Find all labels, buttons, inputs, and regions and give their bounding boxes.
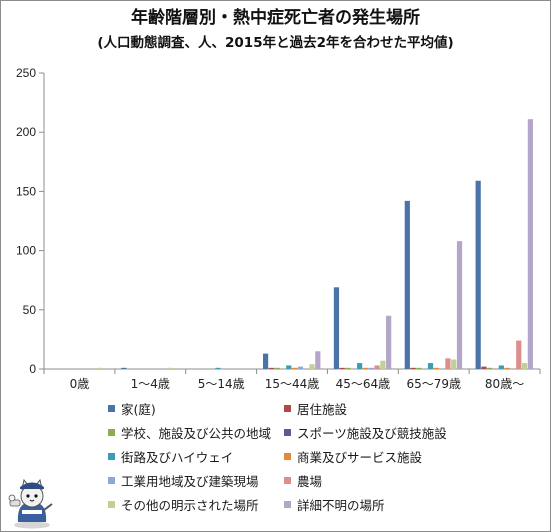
bar <box>504 367 510 369</box>
legend-label: その他の明示された場所 <box>121 497 259 513</box>
bar <box>374 365 380 369</box>
legend-item: 工業用地域及び建築現場 <box>108 471 284 489</box>
bar <box>96 367 103 369</box>
legend-item: 家(庭) <box>108 399 284 417</box>
x-tick-label: 1～4歳 <box>131 377 170 391</box>
bar <box>333 287 340 369</box>
bar <box>516 340 522 369</box>
legend-item: 街路及びハイウェイ <box>108 447 284 465</box>
bar <box>416 367 422 369</box>
bar <box>521 363 528 369</box>
bar <box>445 358 451 369</box>
legend-label: 商業及びサービス施設 <box>297 449 423 465</box>
bar <box>386 315 392 369</box>
legend-label: 家(庭) <box>121 401 156 417</box>
y-tick-label: 50 <box>23 303 37 317</box>
legend-swatch <box>284 404 291 412</box>
y-tick-label: 0 <box>29 362 36 376</box>
x-tick-label: 0歳 <box>70 377 90 391</box>
x-tick-label: 65～79歳 <box>406 377 461 391</box>
bar <box>456 241 463 369</box>
bar <box>292 367 298 369</box>
legend-label: 詳細不明の場所 <box>297 497 385 513</box>
legend-swatch <box>108 452 115 460</box>
x-tick-label: 5～14歳 <box>198 377 245 391</box>
bar <box>362 367 369 369</box>
bar <box>274 367 280 369</box>
legend-label: スポーツ施設及び競技施設 <box>297 425 447 441</box>
bar <box>368 367 374 369</box>
bar <box>380 360 386 369</box>
bar <box>410 367 416 369</box>
bar <box>297 366 303 369</box>
bar <box>263 353 269 369</box>
y-tick-label: 250 <box>16 66 36 80</box>
legend-item: 商業及びサービス施設 <box>284 447 460 465</box>
bar <box>167 367 173 369</box>
bar <box>498 365 504 369</box>
bar <box>427 363 434 369</box>
legend-swatch <box>108 428 115 436</box>
bar <box>339 367 345 369</box>
legend-label: 工業用地域及び建築現場 <box>121 473 259 489</box>
bar <box>121 367 127 369</box>
x-tick-label: 45～64歳 <box>336 377 391 391</box>
bar <box>481 366 487 369</box>
bar <box>309 364 315 369</box>
bar <box>433 367 439 369</box>
y-tick-label: 100 <box>16 244 36 258</box>
legend-swatch <box>108 404 115 412</box>
y-tick-label: 200 <box>16 125 36 139</box>
legend-item: スポーツ施設及び競技施設 <box>284 423 460 441</box>
bar <box>527 119 533 370</box>
chart-title: 年齢階層別・熱中症死亡者の発生場所 <box>131 8 420 28</box>
legend-item: 詳細不明の場所 <box>284 495 460 513</box>
bar <box>268 367 274 369</box>
legend-swatch <box>108 500 115 508</box>
y-tick-label: 150 <box>16 184 36 198</box>
bar <box>451 359 457 369</box>
legend-swatch <box>284 476 291 484</box>
legend-swatch <box>284 428 291 436</box>
bar <box>404 200 410 369</box>
bar <box>357 363 363 369</box>
legend-item: 学校、施設及び公共の地域 <box>108 423 284 441</box>
x-tick-label: 80歳～ <box>485 377 524 391</box>
chart-legend: 家(庭) 居住施設学校、施設及び公共の地域 スポーツ施設及び競技施設街路及びハイウェ… <box>108 399 528 513</box>
legend-swatch <box>284 452 291 460</box>
legend-item: 農場 <box>284 471 460 489</box>
x-tick-label: 15～44歳 <box>265 377 320 391</box>
legend-swatch <box>284 500 291 508</box>
legend-swatch <box>108 476 115 484</box>
bar <box>315 351 321 369</box>
legend-label: 居住施設 <box>297 401 348 417</box>
legend-label: 学校、施設及び公共の地域 <box>121 425 272 441</box>
legend-item: 居住施設 <box>284 399 460 417</box>
bar <box>286 365 292 369</box>
legend-label: 農場 <box>297 473 323 489</box>
legend-item: その他の明示された場所 <box>108 495 284 513</box>
bar <box>215 367 221 369</box>
bar <box>475 180 481 369</box>
chart-subtitle: (人口動態調査、人、2015年と過去2年を合わせた平均値) <box>97 35 454 51</box>
bar <box>345 367 351 369</box>
legend-label: 街路及びハイウェイ <box>121 449 234 465</box>
bar <box>487 367 493 369</box>
cat-mascot-icon <box>8 478 53 529</box>
